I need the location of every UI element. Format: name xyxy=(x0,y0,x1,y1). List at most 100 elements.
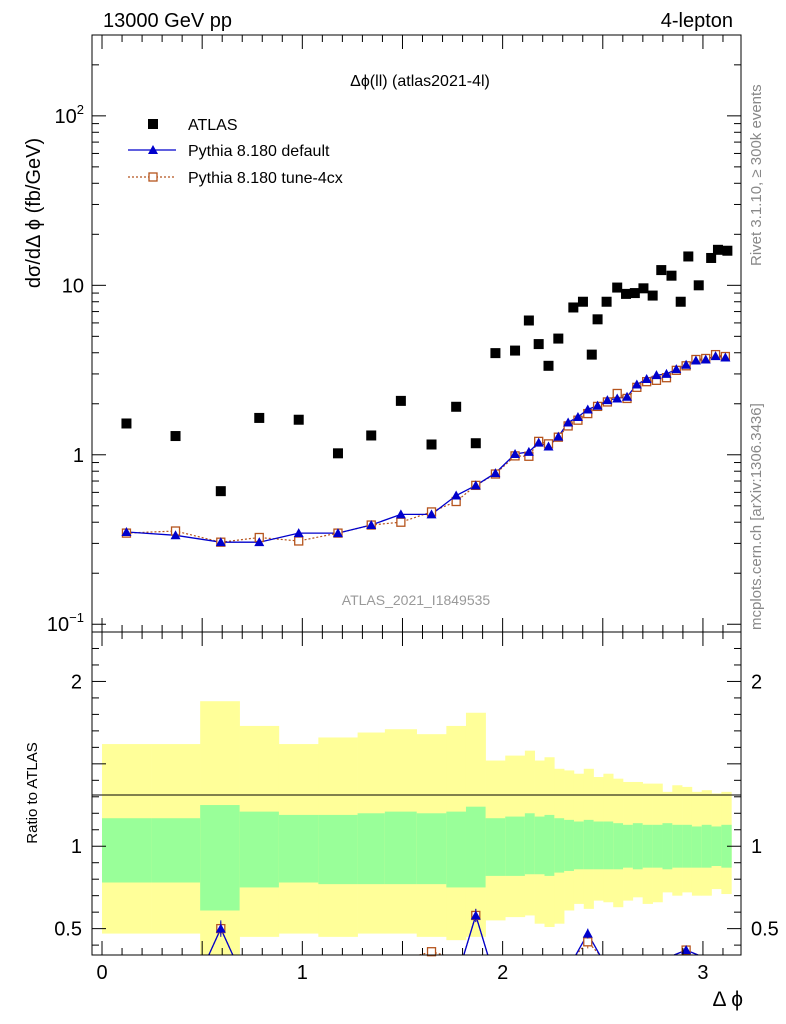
atlas-data-point xyxy=(568,302,579,313)
uncertainty-band-inner xyxy=(151,818,201,883)
ratio-default-point xyxy=(470,910,481,920)
default-point xyxy=(661,368,672,378)
x-tick-label: 1 xyxy=(297,962,308,984)
atlas-data-point xyxy=(722,245,733,256)
uncertainty-band-inner xyxy=(682,824,693,868)
default-point xyxy=(700,354,711,364)
atlas-data-point xyxy=(170,431,181,442)
legend-default-marker xyxy=(148,145,158,154)
ratio-y-tick-label: 1 xyxy=(71,836,82,858)
process-label: 4-lepton xyxy=(661,10,733,32)
default-point xyxy=(563,417,574,427)
default-point xyxy=(510,449,521,459)
atlas-data-point xyxy=(577,296,588,307)
uncertainty-band-inner xyxy=(691,826,703,868)
ratio-axes: 0.5 0.5 1 1 2 2 0 1 2 3 xyxy=(54,631,779,984)
default-point xyxy=(671,364,682,374)
rivet-version-label: Rivet 3.1.10, ≥ 300k events xyxy=(748,84,765,266)
default-point xyxy=(681,359,692,369)
uncertainty-band-inner xyxy=(278,814,319,883)
legend-entry-label: Pythia 8.180 default xyxy=(188,143,330,160)
x-tick-label: 2 xyxy=(497,962,508,984)
default-point xyxy=(612,393,623,403)
uncertainty-band-inner xyxy=(642,824,653,868)
uncertainty-band-inner xyxy=(505,816,526,876)
default-point xyxy=(215,537,226,547)
atlas-data-point xyxy=(638,283,649,294)
legend: ATLAS Pythia 8.180 default Pythia 8.180 tu… xyxy=(128,117,343,187)
atlas-data-point xyxy=(586,349,597,360)
atlas-data-point xyxy=(523,315,534,326)
uncertainty-band-inner xyxy=(534,816,545,875)
default-point xyxy=(582,404,593,414)
x-axis-title: Δ ϕ xyxy=(713,988,743,1011)
default-point xyxy=(622,391,633,401)
atlas-data-point xyxy=(543,360,554,371)
uncertainty-band-inner xyxy=(583,819,594,870)
default-point xyxy=(651,370,662,380)
legend-atlas-marker xyxy=(148,119,158,129)
uncertainty-band-inner xyxy=(554,818,565,873)
uncertainty-band-inner xyxy=(318,814,358,885)
atlas-data-point xyxy=(470,438,481,449)
uncertainty-band-inner xyxy=(485,818,506,876)
y-tick-label: 10−1 xyxy=(47,610,84,636)
default-point xyxy=(631,379,642,389)
ratio-frame xyxy=(91,631,742,956)
uncertainty-band-inner xyxy=(544,814,555,876)
ratio-y-tick-label: 0.5 xyxy=(54,919,82,941)
ratio-y-tick-label-right: 0.5 xyxy=(751,919,779,941)
atlas-data-point xyxy=(656,265,667,276)
atlas-data-point xyxy=(601,296,612,307)
beam-label: 13000 GeV pp xyxy=(103,10,232,32)
mcplots-reference-label: mcplots.cern.ch [arXiv:1306.3436] xyxy=(748,403,765,630)
default-point xyxy=(170,530,181,540)
default-series-line xyxy=(126,355,726,543)
uncertainty-band-inner xyxy=(446,811,467,888)
atlas-data-point xyxy=(215,486,226,497)
default-point xyxy=(543,441,554,451)
ratio-y-axis-title: Ratio to ATLAS xyxy=(24,742,41,843)
uncertainty-band-inner xyxy=(357,813,386,885)
main-series xyxy=(121,244,733,547)
uncertainty-band-inner xyxy=(632,823,643,870)
default-point xyxy=(293,528,304,538)
uncertainty-band-inner xyxy=(465,806,486,888)
watermark-label: ATLAS_2021_I1849535 xyxy=(342,592,491,608)
default-point xyxy=(470,480,481,490)
uncertainty-band-inner xyxy=(102,818,152,883)
y-tick-label: 10 xyxy=(62,275,84,297)
atlas-data-point xyxy=(426,439,437,450)
uncertainty-band-inner xyxy=(652,824,663,868)
uncertainty-band-inner xyxy=(603,821,614,870)
default-point xyxy=(395,509,406,519)
atlas-data-point xyxy=(395,395,406,406)
ratio-panel: 0.5 0.5 1 1 2 2 0 1 2 3 xyxy=(54,631,779,984)
uncertainty-band-inner xyxy=(416,813,447,885)
default-point xyxy=(332,528,343,538)
uncertainty-band-inner xyxy=(239,811,280,888)
default-point xyxy=(490,468,501,478)
atlas-data-point xyxy=(647,290,658,301)
ratio-y-tick-label-right: 2 xyxy=(751,671,762,693)
uncertainty-band-inner xyxy=(623,824,634,868)
main-panel: 10−1 1 10 102 Δϕ(ll) (atlas2021-4l) ATLAS_2… xyxy=(47,34,742,636)
atlas-data-point xyxy=(683,251,694,262)
main-y-axis-title: dσ/dΔ ϕ (fb/GeV) xyxy=(23,138,45,288)
legend-tune-marker xyxy=(148,172,158,182)
default-point xyxy=(553,431,564,441)
tune-point xyxy=(294,536,304,546)
atlas-data-point xyxy=(612,282,623,293)
atlas-data-point xyxy=(621,288,632,299)
uncertainty-band-inner xyxy=(564,819,575,871)
default-point xyxy=(641,374,652,384)
uncertainty-band-inner xyxy=(672,824,683,868)
y-tick-label: 102 xyxy=(55,102,84,128)
default-point xyxy=(426,509,437,519)
default-point xyxy=(366,520,377,530)
uncertainty-band-inner xyxy=(701,824,712,868)
uncertainty-band-inner xyxy=(384,811,418,885)
ratio-tune-point xyxy=(583,937,593,947)
default-point xyxy=(592,400,603,410)
ratio-bands xyxy=(102,701,732,955)
